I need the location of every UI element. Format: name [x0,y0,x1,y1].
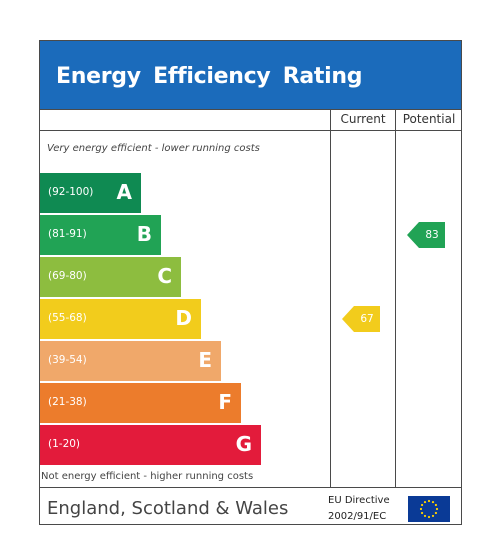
current-rating-value: 67 [354,306,380,332]
eu-flag-icon [408,496,450,522]
band-a: (92-100) A [40,173,141,213]
divider [40,109,461,110]
band-letter: F [218,390,232,414]
energy-rating-chart: Energy Efficiency Rating Current Potenti… [39,40,462,525]
band-d: (55-68) D [40,299,201,339]
band-range: (92-100) [48,186,94,198]
divider [330,109,331,487]
band-letter: E [198,348,212,372]
divider [395,109,396,487]
eu-directive: EU Directive 2002/91/EC [328,493,390,525]
top-note: Very energy efficient - lower running co… [47,143,260,154]
band-b: (81-91) B [40,215,161,255]
header-bar: Energy Efficiency Rating [40,41,461,109]
band-range: (81-91) [48,228,87,240]
band-letter: C [157,264,172,288]
band-range: (1-20) [48,438,81,450]
band-letter: B [136,222,152,246]
divider [40,130,461,131]
chart-title: Energy Efficiency Rating [56,64,363,89]
band-g: (1-20) G [40,425,261,465]
band-range: (21-38) [48,396,87,408]
potential-column-header: Potential [402,112,456,126]
band-letter: G [235,432,252,456]
band-letter: A [116,180,132,204]
band-letter: D [175,306,192,330]
band-range: (39-54) [48,354,87,366]
band-e: (39-54) E [40,341,221,381]
band-range: (55-68) [48,312,87,324]
region-label: England, Scotland & Wales [47,498,289,519]
directive-line-1: EU Directive [328,495,390,506]
arrow-left-icon [342,306,354,332]
directive-line-2: 2002/91/EC [328,511,387,522]
bottom-note: Not energy efficient - higher running co… [41,471,254,482]
arrow-left-icon [407,222,419,248]
band-c: (69-80) C [40,257,181,297]
band-range: (69-80) [48,270,87,282]
current-column-header: Current [340,112,386,126]
band-f: (21-38) F [40,383,241,423]
potential-rating-value: 83 [419,222,445,248]
divider [40,487,461,488]
